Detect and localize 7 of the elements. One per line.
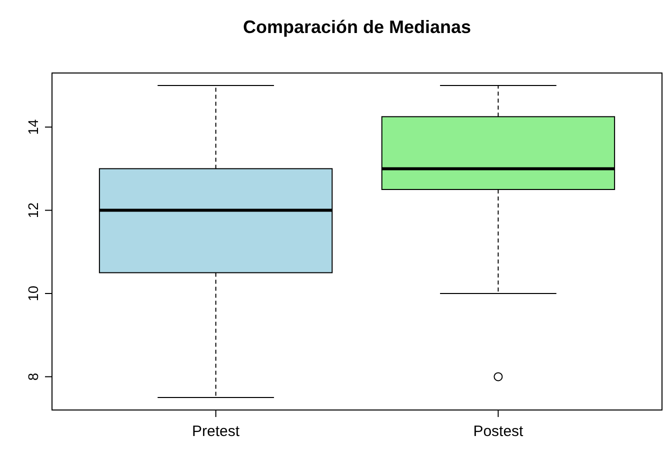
y-tick-label: 14 [25,119,41,135]
y-tick-label: 10 [25,286,41,302]
y-tick-label: 8 [25,372,41,381]
x-tick-label: Postest [473,423,524,440]
x-tick-label: Pretest [192,423,240,440]
chart-title: Comparación de Medianas [242,17,472,37]
y-tick-label: 12 [25,202,41,218]
